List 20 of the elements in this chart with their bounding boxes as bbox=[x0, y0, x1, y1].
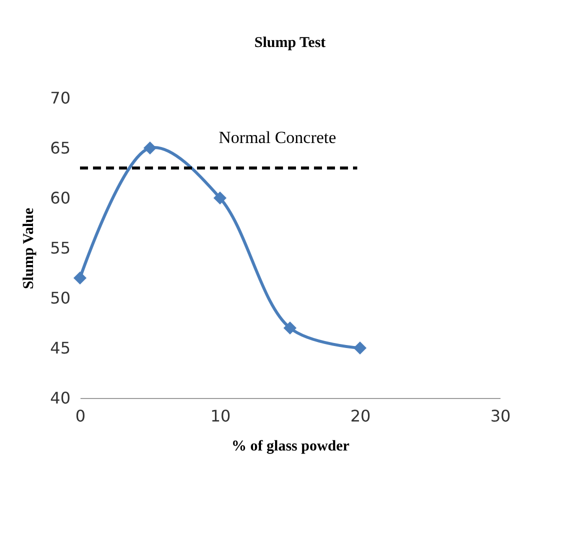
y-tick-label: 65 bbox=[50, 138, 70, 158]
x-tick-label: 10 bbox=[210, 406, 231, 426]
chart-title: Slump Test bbox=[254, 35, 326, 51]
y-tick-label: 50 bbox=[50, 288, 70, 308]
point bbox=[213, 191, 227, 205]
y-tick-label: 60 bbox=[50, 188, 70, 208]
point bbox=[73, 271, 87, 285]
y-tick-label: 70 bbox=[50, 88, 70, 108]
x-tick-label: 30 bbox=[490, 406, 511, 426]
y-tick-label: 55 bbox=[50, 238, 70, 258]
y-axis-title: Slump Value bbox=[21, 208, 38, 290]
ref-line-label: Normal Concrete bbox=[218, 128, 336, 147]
y-tick-label: 40 bbox=[50, 388, 70, 408]
x-tick-label: 20 bbox=[350, 406, 371, 426]
point bbox=[143, 141, 157, 155]
x-axis-title: % of glass powder bbox=[232, 438, 350, 454]
x-tick-label: 0 bbox=[75, 406, 86, 426]
point bbox=[283, 321, 297, 335]
y-tick-label: 45 bbox=[50, 338, 70, 358]
point bbox=[353, 341, 367, 355]
